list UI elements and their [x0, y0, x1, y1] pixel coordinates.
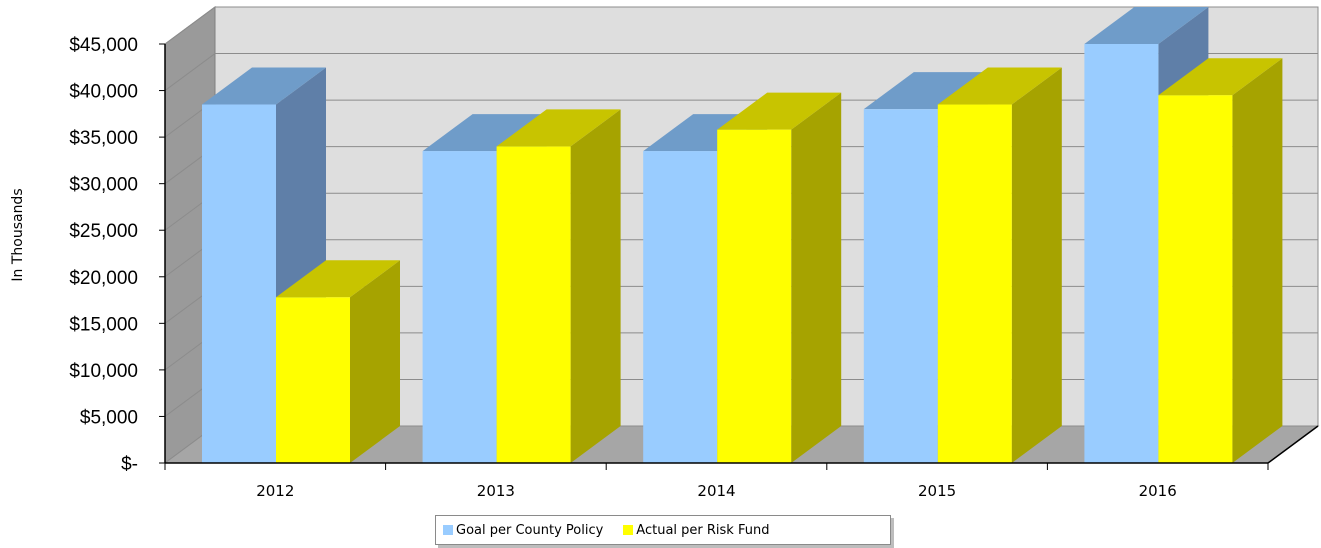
bar-front [863, 109, 938, 463]
bar-top [202, 67, 326, 105]
bar-top [937, 67, 1062, 105]
y-tick-label: $25,000 [69, 221, 138, 242]
bar-side [350, 260, 400, 463]
x-tick-label: 2013 [477, 482, 515, 500]
bar-front [276, 297, 350, 463]
bar-side [570, 109, 621, 463]
y-tick-label: $15,000 [69, 314, 138, 335]
x-tick-label: 2015 [918, 482, 956, 500]
bar-top [1158, 58, 1283, 96]
bar-front [202, 104, 276, 464]
bar-top [863, 72, 988, 110]
bar-side [1011, 67, 1062, 464]
bar-actual-2015 [937, 67, 1062, 464]
y-axis-ticks: $- $5,000 $10,000 $15,000 $20,000 $25,000 $30,… [69, 35, 165, 475]
x-tick-label: 2016 [1139, 482, 1177, 500]
bar-top [276, 260, 400, 298]
y-tick-label: $35,000 [69, 128, 138, 149]
x-tick-label: 2012 [256, 482, 294, 500]
bar-front [422, 151, 497, 464]
x-tick-label: 2014 [697, 482, 735, 500]
y-axis-label: In Thousands [10, 188, 26, 281]
y-tick-label: $5,000 [80, 407, 138, 428]
x-axis-ticks: 2012 2013 2014 2015 2016 [164, 463, 1269, 500]
bar-top [496, 109, 621, 147]
bar-front [643, 151, 718, 464]
legend: Goal per County Policy Actual per Risk F… [435, 515, 891, 545]
y-tick-label: $20,000 [69, 268, 138, 289]
gridline [164, 6, 1318, 45]
bar-top [717, 92, 842, 130]
gridline [164, 53, 1318, 91]
bar-front [1158, 95, 1233, 463]
legend-swatch-actual [623, 525, 634, 535]
bar-front [937, 104, 1012, 464]
legend-label-goal: Goal per County Policy [456, 522, 604, 538]
bar-top [422, 114, 547, 152]
bar-actual-2013 [496, 109, 621, 463]
bar-actual-2016 [1158, 58, 1283, 463]
legend-swatch-goal [443, 525, 453, 535]
legend-label-actual: Actual per Risk Fund [636, 522, 770, 538]
y-tick-label: $45,000 [69, 35, 138, 56]
y-tick-label: $40,000 [69, 82, 138, 103]
bars [202, 7, 1283, 464]
bar-actual-2012 [276, 260, 400, 463]
y-tick-label: $30,000 [69, 175, 138, 196]
legend-item-goal: Goal per County Policy [443, 523, 603, 538]
bar-side [791, 92, 842, 463]
bar-top [1084, 7, 1209, 44]
bar-side [1232, 58, 1283, 463]
y-tick-label: $- [121, 454, 138, 475]
legend-item-actual: Actual per Risk Fund [623, 523, 769, 538]
bar-front [496, 146, 571, 463]
y-tick-label: $10,000 [69, 361, 138, 382]
bar-front [717, 129, 792, 463]
bar-front [1084, 44, 1159, 463]
bar-actual-2014 [717, 92, 842, 463]
